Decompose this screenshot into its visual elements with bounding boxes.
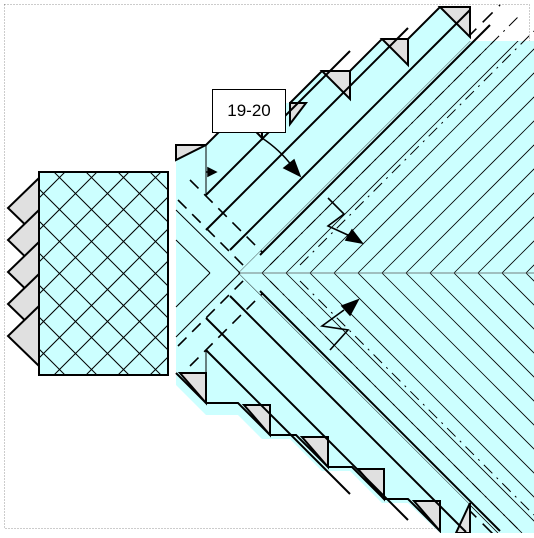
left-pleat-teeth [6, 175, 40, 369]
mountain-zigzag-lower [319, 298, 360, 351]
fold-arrow-right [206, 166, 218, 178]
left-block-crease-grid [39, 172, 168, 375]
right-diamond-face [238, 4, 534, 538]
pleat-valley-dashes [177, 179, 263, 367]
pleat-fold-lines [205, 9, 501, 533]
pleat-inner-creases [175, 145, 241, 403]
left-block [6, 171, 169, 376]
fold-arrow-main [261, 137, 302, 178]
diamond-guide-lines [269, 14, 534, 532]
mountain-zigzag-upper [326, 197, 364, 245]
step-number-label: 19-20 [212, 89, 286, 133]
